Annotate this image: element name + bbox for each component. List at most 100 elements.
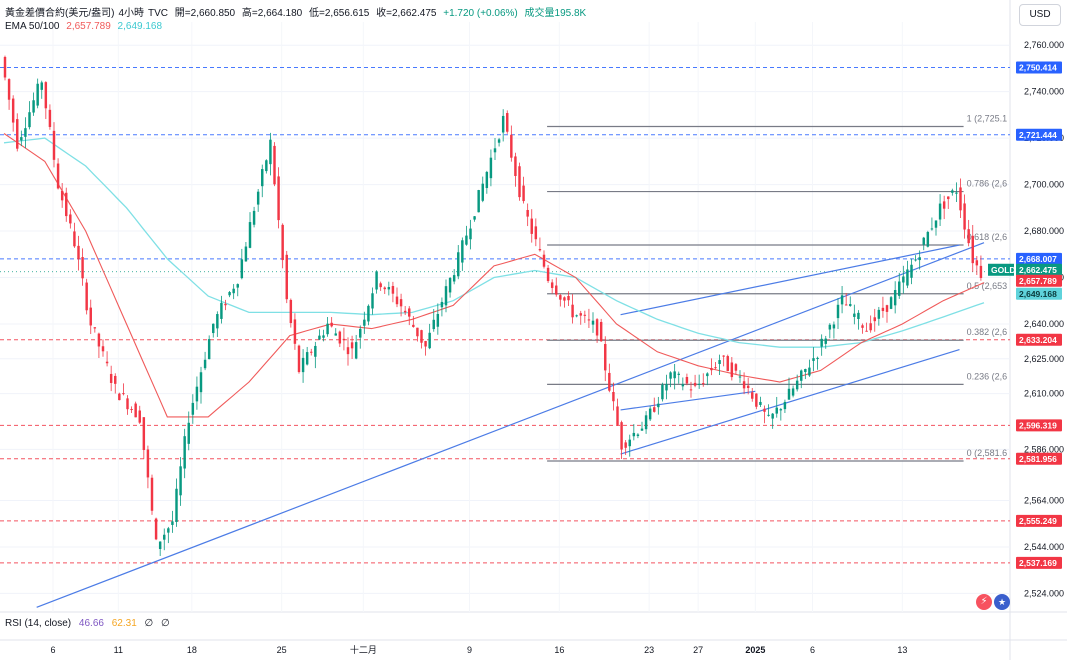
candle-body — [359, 328, 362, 338]
change-value: +1.720 (+0.06%) — [443, 8, 518, 19]
level-price-tag — [1016, 556, 1062, 569]
candle-body — [289, 299, 293, 324]
candle-body — [857, 312, 860, 320]
candle-body — [791, 388, 795, 396]
candle-body — [689, 389, 693, 391]
candle-body — [244, 246, 248, 262]
candle-body — [11, 98, 15, 123]
candle-body — [706, 373, 709, 377]
candle-body — [334, 333, 337, 336]
rsi-legend[interactable]: RSI (14, close) 46.66 62.31 ∅ ∅ — [5, 618, 175, 629]
candle-body — [420, 330, 423, 343]
level-price-tag-label: 2,581.956 — [1019, 454, 1057, 464]
candle-body — [632, 432, 636, 437]
candle-body — [571, 304, 574, 318]
us-flag-icon[interactable]: ★ — [994, 594, 1010, 610]
candle-body — [432, 319, 435, 330]
candle-body — [203, 359, 207, 369]
candle-body — [412, 324, 415, 327]
candle-body — [914, 259, 917, 261]
candle-body — [653, 407, 656, 412]
candle-body — [273, 145, 276, 185]
y-tick-label: 2,625.000 — [1024, 354, 1064, 364]
candle-body — [763, 408, 766, 412]
candle-body — [526, 209, 529, 217]
candle-body — [191, 402, 195, 415]
gold-symbol-label: GOLD — [991, 265, 1016, 275]
level-price-tag-label: 2,668.007 — [1019, 254, 1057, 264]
candle-body — [710, 367, 713, 371]
candle-body — [514, 156, 517, 177]
fib-level-label: 0.382 (2,6 — [967, 327, 1008, 337]
lightning-icon[interactable]: ⚡ — [976, 594, 992, 610]
candle-body — [824, 338, 827, 344]
candle-body — [65, 192, 68, 217]
currency-button[interactable]: USD — [1019, 4, 1061, 26]
candle-body — [293, 319, 297, 344]
candle-body — [828, 324, 832, 330]
candle-body — [697, 383, 701, 385]
interval: 4小時 — [118, 8, 145, 19]
symbol-name[interactable]: 黃金差價合約(美元/盎司) — [5, 8, 115, 19]
ema-label: EMA 50/100 — [5, 21, 60, 32]
candle-body — [171, 521, 174, 525]
candle-body — [808, 367, 811, 376]
ema100-line — [3, 137, 985, 348]
candle-body — [669, 372, 672, 379]
candle-body — [726, 356, 729, 372]
candle-body — [971, 235, 974, 264]
candle-body — [56, 163, 60, 189]
candle-body — [216, 314, 219, 329]
candle-body — [481, 183, 484, 201]
trendline — [620, 348, 960, 455]
candle-body — [771, 413, 774, 419]
fib-level-label: 0.786 (2,6 — [967, 179, 1008, 189]
price-tag — [1016, 287, 1062, 300]
candle-body — [567, 295, 570, 301]
gold-symbol-tag — [988, 263, 1014, 276]
level-price-tag — [1016, 419, 1062, 432]
candle-body — [938, 203, 942, 220]
rsi-value-3: ∅ — [144, 618, 154, 629]
candle-body — [636, 434, 640, 437]
candle-body — [256, 191, 260, 205]
candle-body — [371, 293, 374, 309]
ema-legend[interactable]: EMA 50/100 2,657.789 2,649.168 — [5, 21, 166, 32]
candle-body — [755, 393, 758, 407]
candle-body — [265, 160, 268, 172]
candle-body — [702, 383, 705, 385]
candle-body — [424, 341, 427, 347]
candle-body — [902, 276, 905, 283]
candle-body — [399, 299, 403, 307]
candle-body — [48, 109, 52, 127]
candle-body — [457, 252, 460, 277]
candle-body — [465, 235, 468, 245]
x-tick-label: 18 — [187, 645, 197, 655]
candle-body — [820, 338, 823, 347]
candle-body — [342, 338, 346, 341]
candle-body — [722, 355, 725, 357]
candle-body — [248, 222, 252, 248]
candle-body — [32, 100, 35, 113]
candle-body — [881, 307, 885, 312]
fib-level-label: 0.618 (2,6 — [967, 232, 1008, 242]
candle-body — [661, 384, 664, 400]
candle-body — [930, 228, 934, 230]
candle-body — [775, 407, 778, 414]
candle-body — [849, 304, 852, 306]
candle-body — [163, 534, 166, 540]
candle-body — [301, 357, 305, 373]
y-tick-label: 2,586.000 — [1024, 444, 1064, 454]
candle-body — [640, 428, 644, 431]
candle-body — [624, 442, 627, 448]
candle-body — [816, 357, 819, 360]
candle-body — [620, 422, 623, 450]
candle-body — [346, 347, 350, 355]
rsi-value-1: 46.66 — [78, 618, 104, 629]
candle-body — [836, 304, 840, 319]
candle-body — [800, 370, 803, 381]
trendline — [620, 244, 960, 316]
candle-body — [616, 406, 619, 425]
